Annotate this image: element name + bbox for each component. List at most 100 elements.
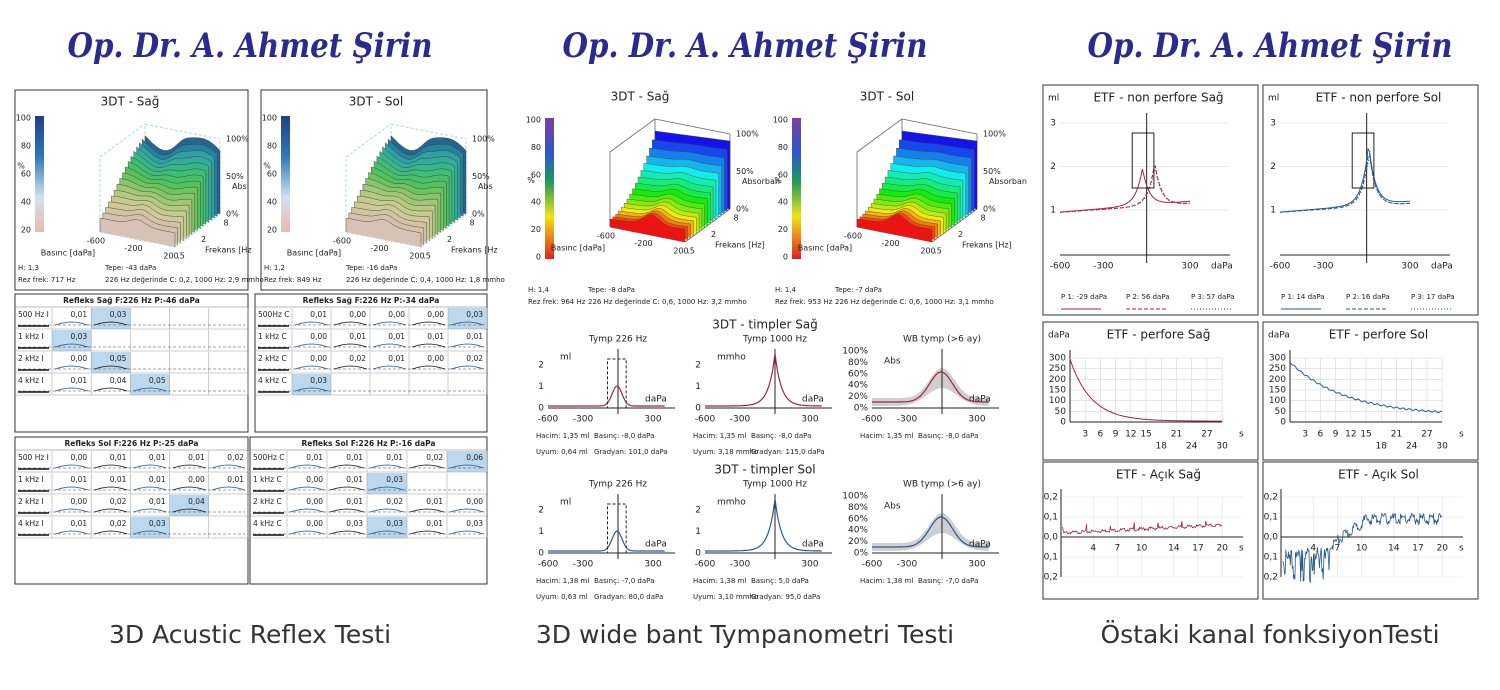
cell-value: 0,00 [427,354,444,363]
freq-tick: 8 [469,219,474,228]
cell-value: 0,01 [149,453,166,462]
pressure-tick: -600 [597,232,615,241]
y-tick: 0,1 [1264,553,1278,563]
x-tick: -600 [695,560,716,570]
x-tick: 3 [1082,430,1088,440]
trace [172,486,206,491]
y-tick: 80% [848,358,868,368]
trace [333,343,368,348]
x-tick: 24 [1406,442,1418,452]
info: Basınç: -8,0 daPa [751,432,811,440]
trace [329,486,365,491]
colorbar-tick: 80 [267,142,277,151]
curve [872,516,989,548]
trace [54,387,89,392]
y-tick: 3 [1050,119,1056,129]
row-label: 500 Hz I [18,310,49,319]
pressure-label: Basınc [daPa] [798,244,852,253]
y-tick: 200 [1269,375,1286,385]
cell-value: 0,00 [310,332,327,341]
header: Op. Dr. A. Ahmet Şirin [563,26,928,66]
x-tick: 18 [1156,442,1168,452]
wb-norm-area [872,513,989,551]
row-label: 2 kHz C [258,354,287,363]
row-label: 500Hz C [258,310,290,319]
info: Uyum: 0,63 ml [536,593,588,601]
legend-entry: P 3: 17 daPa [1411,293,1455,301]
y-tick: 0 [695,549,701,559]
x-unit: daPa [969,540,991,550]
cell-value: 0,03 [466,310,483,319]
plot-title: 3DT - Sol [349,95,403,109]
curve [872,371,989,403]
cell-value: 0,01 [388,354,405,363]
trace [333,321,368,326]
info: 226 Hz değerinde C: 0,2, 1000 Hz: 2,9 mm… [105,276,264,284]
colorbar [281,116,290,232]
x-tick: 15 [1140,430,1151,440]
abs-tick: 50% [736,167,754,176]
trace [372,321,407,326]
colorbar-tick: 0 [536,253,541,262]
abs-tick: 100% [983,130,1006,139]
x-unit: s [1459,430,1464,440]
cell-value: 0,03 [310,376,327,385]
y-tick: 20% [848,392,868,402]
cell-value: 0,05 [149,376,166,385]
info: Uyum: 0,64 ml [536,448,588,456]
frame-line [99,123,146,158]
abs-label: Absorban [989,177,1027,186]
trace [369,486,405,491]
info: Basınç: -7,0 daPa [594,577,654,585]
colorbar-tick: 60 [778,170,788,179]
trace [409,464,445,469]
trace [450,321,485,326]
y-tick: 2 [1050,162,1056,172]
row-label: 4 kHz I [18,519,44,528]
trace [409,530,445,535]
info: Hacim: 1,35 ml [536,432,589,440]
x-tick: 300 [801,415,818,425]
row-label: 1 kHz I [18,332,44,341]
surface-ridge [345,217,422,247]
trace [211,464,246,469]
trace [369,464,405,469]
pressure-label: Basınc [daPa] [287,249,341,258]
x-unit: daPa [969,395,991,405]
plot-frame [1042,84,1259,316]
x-tick: 14 [1168,544,1180,554]
cell-value: 0,03 [110,310,127,319]
caption: Östaki kanal fonksiyonTesti [1100,620,1439,649]
trace [449,464,485,469]
cell-value: 0,02 [227,453,244,462]
caption: 3D wide bant Tympanometri Testi [536,620,954,649]
cell-highlight [292,374,331,395]
curve [1282,512,1443,584]
x-tick: -300 [1093,262,1114,272]
colorbar-tick: 20 [531,225,541,234]
trace [54,321,89,326]
y-unit: Abs [884,502,901,512]
abs-tick: 0% [226,210,239,219]
zoom-box [1351,132,1375,189]
cell-highlight [367,473,407,494]
row-label: 2 kHz I [18,354,44,363]
x-tick: 17 [1192,544,1203,554]
y-tick: 0,0 [1264,533,1279,543]
plot-title: WB tymp (>6 ay) [903,480,981,490]
y-tick: 0,2 [1264,493,1278,503]
trace [333,365,368,370]
y-unit: ml [560,498,571,508]
y-tick: 0,0 [1044,533,1059,543]
curve [1062,520,1223,535]
plot-frame [1042,461,1259,600]
x-tick: 300 [644,415,661,425]
y-tick: 0,2 [1044,493,1058,503]
cell-value: 0,00 [306,497,323,506]
colorbar-tick: 20 [21,226,31,235]
cell-highlight [367,517,407,538]
x-tick: 300 [801,560,818,570]
surface-ridge [856,214,933,242]
info: Uyum: 3,10 mmho [693,593,758,601]
